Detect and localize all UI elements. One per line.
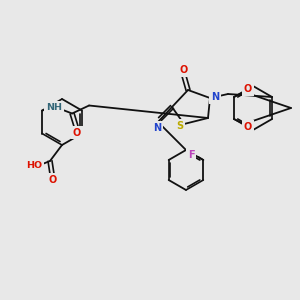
Text: F: F <box>188 150 195 160</box>
Text: S: S <box>176 121 184 131</box>
Text: O: O <box>244 122 252 132</box>
Text: N: N <box>211 92 219 102</box>
Text: O: O <box>73 128 81 137</box>
Text: O: O <box>49 175 57 185</box>
Text: N: N <box>153 123 161 133</box>
Text: O: O <box>244 84 252 94</box>
Text: O: O <box>180 65 188 75</box>
Text: NH: NH <box>46 103 62 112</box>
Text: HO: HO <box>26 160 42 169</box>
